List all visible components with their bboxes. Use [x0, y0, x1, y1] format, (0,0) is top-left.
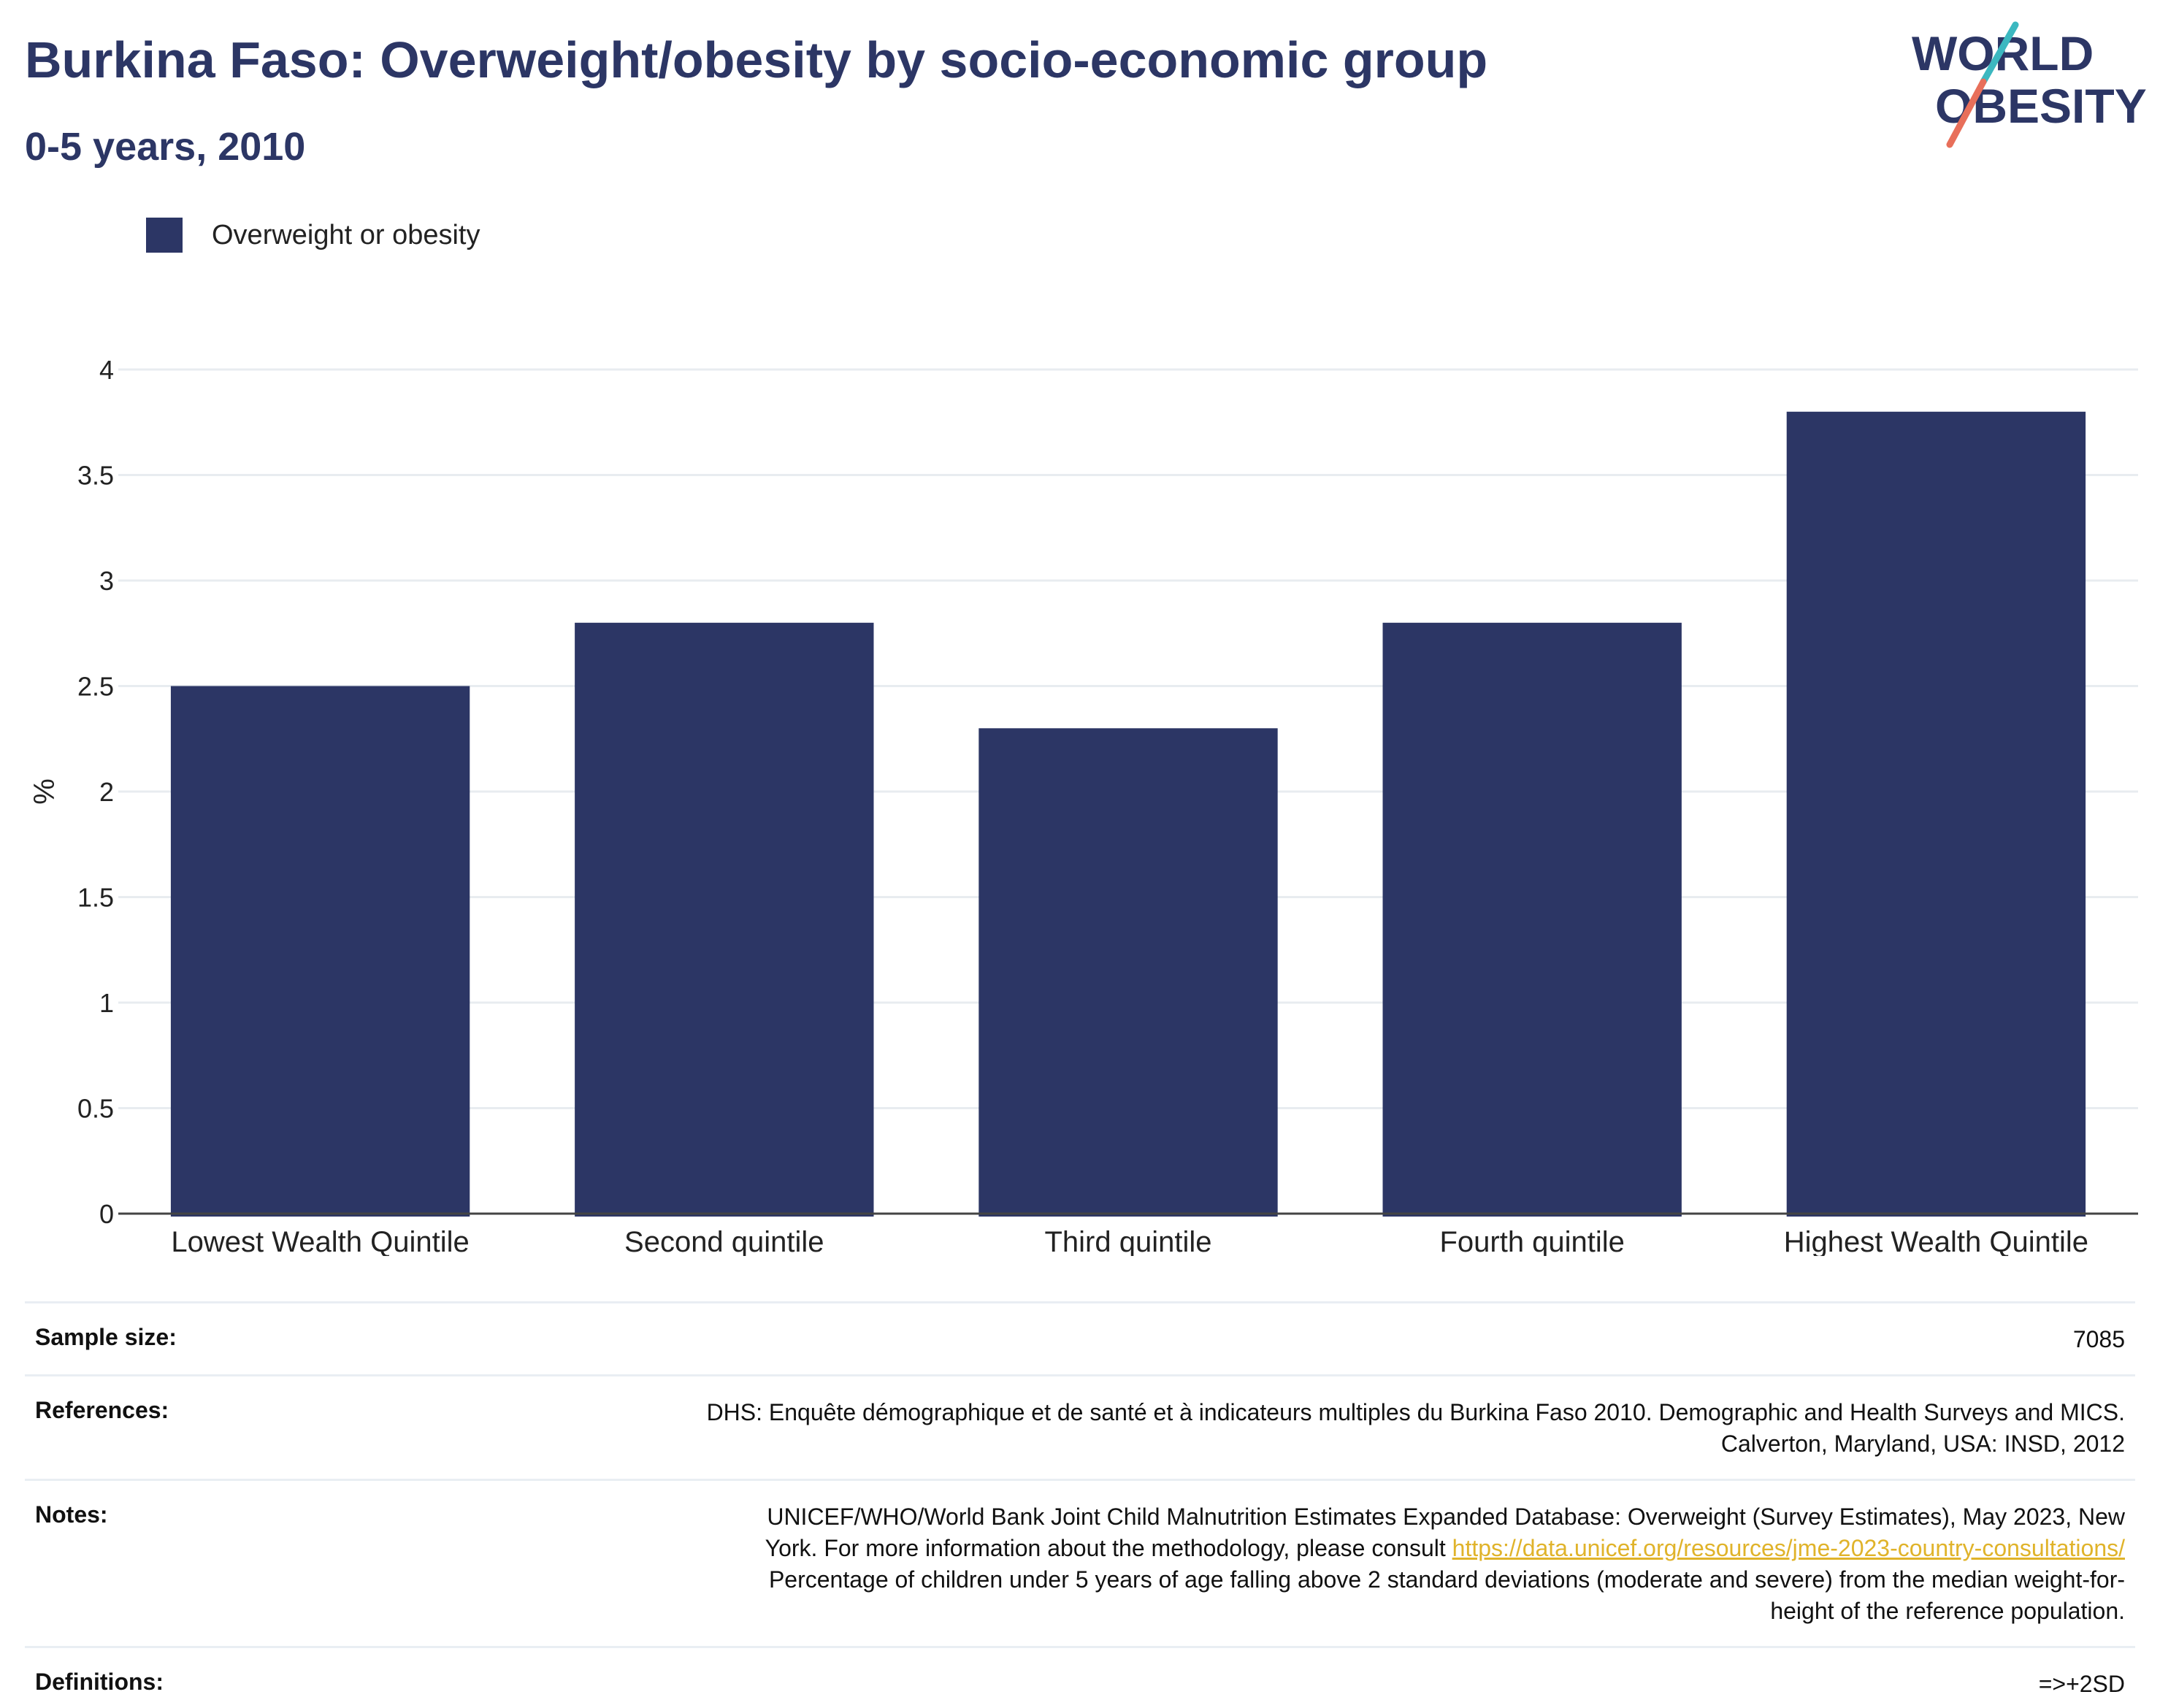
- x-tick-label: Fourth quintile: [1439, 1226, 1624, 1256]
- meta-row-definitions: Definitions: =>+2SD: [25, 1646, 2135, 1708]
- chart-subtitle: 0-5 years, 2010: [25, 125, 306, 169]
- meta-row-sample-size: Sample size: 7085: [25, 1301, 2135, 1374]
- y-tick-label: 0: [99, 1199, 114, 1229]
- notes-line-3: Percentage of children under 5 years of …: [768, 1566, 2125, 1593]
- y-tick-label: 2.5: [77, 672, 114, 702]
- y-tick-label: 1: [99, 988, 114, 1018]
- references-label: References:: [35, 1397, 169, 1423]
- meta-row-notes: Notes: UNICEF/WHO/World Bank Joint Child…: [25, 1479, 2135, 1646]
- y-tick-label: 1.5: [77, 883, 114, 913]
- definitions-value: =>+2SD: [2038, 1671, 2125, 1697]
- definitions-label: Definitions:: [35, 1669, 164, 1695]
- chart-title: Burkina Faso: Overweight/obesity by soci…: [25, 31, 1488, 88]
- y-tick-label: 2: [99, 777, 114, 807]
- legend-swatch: [146, 218, 183, 253]
- notes-line-1: UNICEF/WHO/World Bank Joint Child Malnut…: [767, 1504, 2125, 1530]
- references-line-2: Calverton, Maryland, USA: INSD, 2012: [1720, 1431, 2125, 1457]
- sample-size-value: 7085: [2072, 1326, 2125, 1352]
- y-tick-label: 3.5: [77, 461, 114, 491]
- bar: [978, 728, 1278, 1217]
- bar: [1382, 622, 1682, 1217]
- x-tick-label: Lowest Wealth Quintile: [171, 1226, 469, 1256]
- chart-legend[interactable]: Overweight or obesity: [146, 218, 480, 253]
- metadata-table: Sample size: 7085 References: DHS: Enquê…: [25, 1301, 2135, 1708]
- bar: [1786, 411, 2086, 1217]
- notes-line-2: York. For more information about the met…: [765, 1535, 1452, 1561]
- notes-label: Notes:: [35, 1501, 108, 1528]
- y-tick-label: 4: [99, 355, 114, 385]
- notes-line-4: height of the reference population.: [1770, 1598, 2125, 1624]
- legend-label: Overweight or obesity: [212, 219, 480, 250]
- references-line-1: DHS: Enquête démographique et de santé e…: [706, 1399, 2125, 1425]
- y-axis-title: %: [28, 778, 61, 805]
- logo-slash-top: [1980, 21, 2019, 85]
- meta-row-references: References: DHS: Enquête démographique e…: [25, 1374, 2135, 1479]
- references-value: DHS: Enquête démographique et de santé e…: [707, 1397, 2125, 1460]
- bar-chart: 0 0.5 1 1.5 2 2.5 3 3.5 4 Lowest Wealth Quintile S…: [28, 355, 2138, 1256]
- x-tick-label: Third quintile: [1044, 1226, 1211, 1256]
- notes-value: UNICEF/WHO/World Bank Joint Child Malnut…: [765, 1501, 2125, 1627]
- x-tick-label: Highest Wealth Quintile: [1784, 1226, 2088, 1256]
- logo-slash-bottom: [1946, 78, 1987, 148]
- bar: [575, 622, 874, 1217]
- y-tick-label: 0.5: [77, 1094, 114, 1124]
- sample-size-label: Sample size:: [35, 1324, 177, 1350]
- y-tick-label: 3: [99, 566, 114, 596]
- jme-consultations-link[interactable]: https://data.unicef.org/resources/jme-20…: [1452, 1535, 2125, 1561]
- bar: [170, 686, 470, 1217]
- world-obesity-logo: WORLD OBESITY: [1912, 21, 2147, 148]
- x-tick-label: Second quintile: [624, 1226, 824, 1256]
